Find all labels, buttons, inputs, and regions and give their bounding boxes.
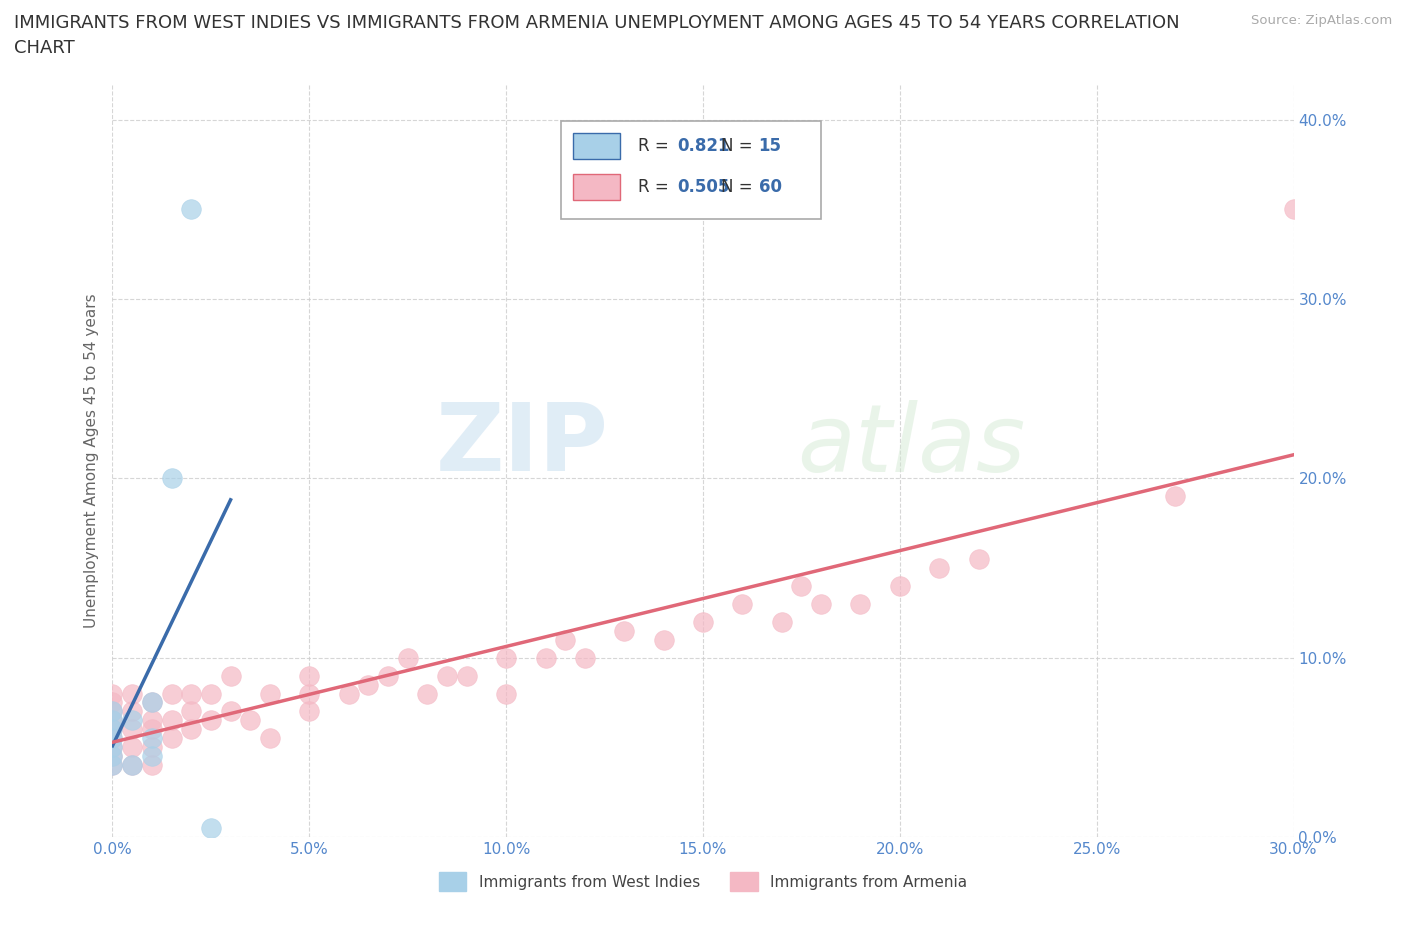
Point (180, 202, 202, 217)
Text: 0.505: 0.505 (678, 179, 730, 196)
Point (101, 704, 124, 719)
Point (396, 650, 419, 665)
Point (121, 713, 143, 728)
Point (377, 668, 399, 683)
Point (101, 695, 124, 710)
Point (613, 623, 636, 638)
Point (534, 650, 557, 665)
Point (160, 471, 183, 485)
Point (101, 722, 124, 737)
Legend: Immigrants from West Indies, Immigrants from Armenia: Immigrants from West Indies, Immigrants … (433, 867, 973, 897)
Point (101, 713, 124, 728)
Text: N =: N = (721, 137, 758, 155)
Point (436, 668, 458, 683)
Point (121, 758, 143, 773)
Point (160, 713, 183, 728)
Point (101, 758, 124, 773)
Point (574, 650, 596, 665)
Point (495, 650, 517, 665)
Point (101, 686, 124, 701)
Point (298, 704, 321, 719)
Point (456, 668, 478, 683)
Point (141, 695, 163, 710)
Text: Source: ZipAtlas.com: Source: ZipAtlas.com (1251, 14, 1392, 27)
Text: 15: 15 (758, 137, 782, 155)
Point (652, 632, 675, 647)
Point (810, 596, 832, 611)
Point (121, 686, 143, 701)
Text: R =: R = (638, 179, 673, 196)
Point (141, 758, 163, 773)
Point (239, 713, 262, 728)
Point (141, 695, 163, 710)
Point (141, 731, 163, 746)
Point (770, 615, 793, 630)
Point (141, 740, 163, 755)
Point (554, 632, 576, 647)
Point (101, 722, 124, 737)
Text: R =: R = (638, 137, 673, 155)
Point (298, 686, 321, 701)
Point (141, 722, 163, 737)
Point (121, 740, 143, 755)
FancyBboxPatch shape (574, 174, 620, 201)
Point (101, 749, 124, 764)
Point (357, 677, 380, 692)
Point (1164, 489, 1187, 504)
Point (101, 731, 124, 746)
Point (101, 740, 124, 755)
FancyBboxPatch shape (574, 133, 620, 159)
Point (790, 578, 813, 593)
Point (101, 704, 124, 719)
Point (337, 686, 360, 701)
Point (259, 686, 281, 701)
FancyBboxPatch shape (561, 122, 821, 219)
Text: CHART: CHART (14, 39, 75, 57)
Point (121, 758, 143, 773)
Point (101, 731, 124, 746)
Point (731, 596, 754, 611)
Point (849, 596, 872, 611)
Point (101, 749, 124, 764)
Point (928, 561, 950, 576)
Point (219, 668, 242, 683)
Point (416, 686, 439, 701)
Point (219, 704, 242, 719)
Point (889, 578, 911, 593)
Y-axis label: Unemployment Among Ages 45 to 54 years: Unemployment Among Ages 45 to 54 years (83, 293, 98, 628)
Point (160, 686, 183, 701)
Point (200, 713, 222, 728)
Point (200, 820, 222, 835)
Text: N =: N = (721, 179, 758, 196)
Point (967, 551, 990, 566)
Point (101, 713, 124, 728)
Point (101, 740, 124, 755)
Point (180, 722, 202, 737)
Point (298, 668, 321, 683)
Text: 0.821: 0.821 (678, 137, 730, 155)
Point (259, 731, 281, 746)
Text: 60: 60 (758, 179, 782, 196)
Point (180, 686, 202, 701)
Point (121, 722, 143, 737)
Point (180, 704, 202, 719)
Point (101, 758, 124, 773)
Point (160, 731, 183, 746)
Text: ZIP: ZIP (436, 399, 609, 491)
Point (121, 704, 143, 719)
Point (692, 615, 714, 630)
Point (495, 686, 517, 701)
Text: IMMIGRANTS FROM WEST INDIES VS IMMIGRANTS FROM ARMENIA UNEMPLOYMENT AMONG AGES 4: IMMIGRANTS FROM WEST INDIES VS IMMIGRANT… (14, 14, 1180, 32)
Point (141, 713, 163, 728)
Point (1282, 202, 1305, 217)
Point (200, 686, 222, 701)
Text: atlas: atlas (797, 400, 1026, 491)
Point (141, 749, 163, 764)
